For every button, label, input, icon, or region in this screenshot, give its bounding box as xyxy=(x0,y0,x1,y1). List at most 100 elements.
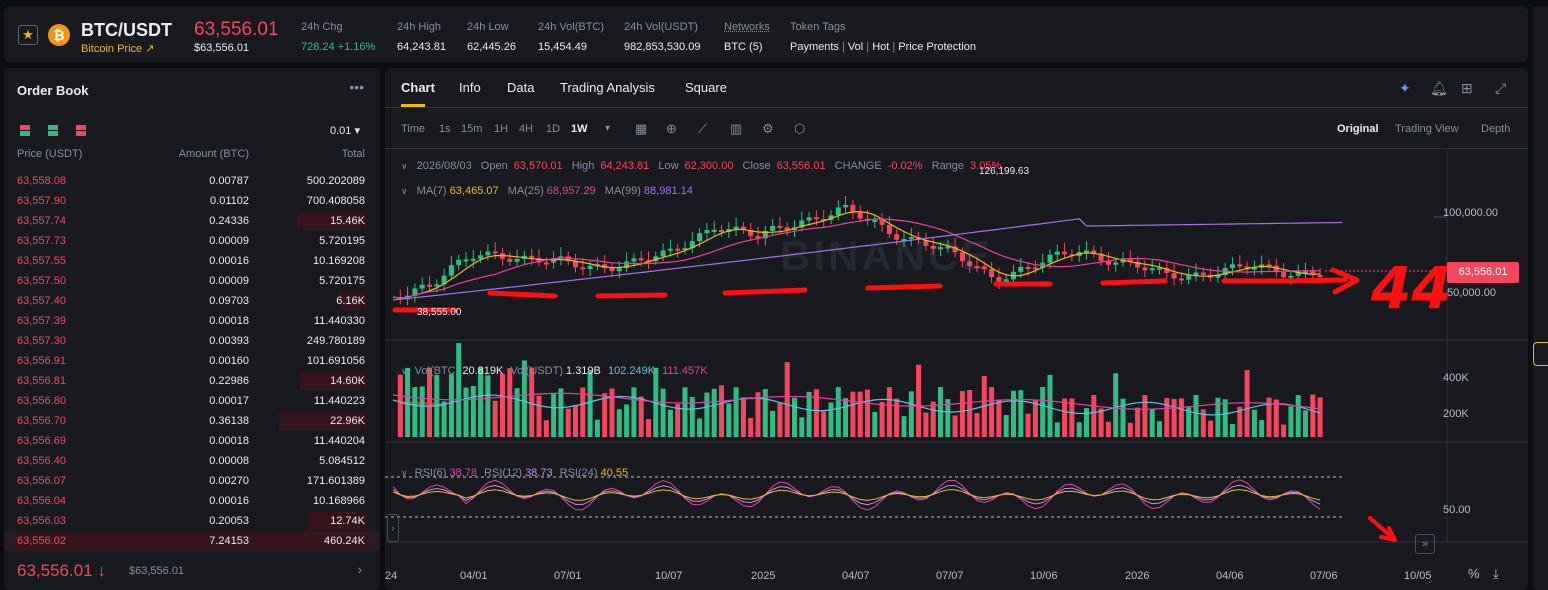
table-row[interactable]: 63,556.81 0.22986 14.60K xyxy=(4,371,380,391)
view-trading-view[interactable]: Trading View xyxy=(1395,123,1459,135)
table-row[interactable]: 63,557.50 0.00009 5.720175 xyxy=(4,271,380,291)
view-depth[interactable]: Depth xyxy=(1481,123,1511,135)
table-row[interactable]: 63,556.91 0.00160 101.691056 xyxy=(4,351,380,371)
cell-total: 22.96K xyxy=(330,415,365,427)
cell-amount: 0.00018 xyxy=(209,315,249,327)
table-row[interactable]: 63,557.55 0.00016 10.169208 xyxy=(4,251,380,271)
table-row[interactable]: 63,557.74 0.24336 15.46K xyxy=(4,211,380,231)
table-row[interactable]: 63,556.69 0.00018 11.440204 xyxy=(4,431,380,451)
table-row[interactable]: 63,556.40 0.00008 5.084512 xyxy=(4,451,380,471)
candle xyxy=(1018,266,1024,272)
candle xyxy=(675,248,681,251)
candle xyxy=(886,224,892,235)
volume-bar xyxy=(857,391,863,437)
low-label: Low xyxy=(658,160,679,172)
hexagon-tool-icon[interactable]: ⬡ xyxy=(794,121,806,136)
book-mode-bids-icon[interactable] xyxy=(48,125,58,136)
interval-1h[interactable]: 1H xyxy=(494,123,509,135)
tab-trading-analysis[interactable]: Trading Analysis xyxy=(560,80,655,95)
tab-chart[interactable]: Chart xyxy=(401,80,435,95)
table-row[interactable]: 63,556.02 7.24153 460.24K xyxy=(4,531,380,551)
cell-total: 101.691056 xyxy=(306,355,365,367)
candle xyxy=(653,256,659,261)
chevron-right-icon[interactable]: › xyxy=(357,562,362,577)
table-row[interactable]: 63,556.04 0.00016 10.168966 xyxy=(4,491,380,511)
candle xyxy=(967,261,973,267)
table-row[interactable]: 63,557.40 0.09703 6.16K xyxy=(4,291,380,311)
tag-vol[interactable]: Vol xyxy=(847,41,864,53)
chart-settings-icon[interactable]: ⚙ xyxy=(762,121,774,136)
collapse-caret-icon[interactable]: ∨ xyxy=(401,366,408,376)
order-book-last-price[interactable]: 63,556.01 ↓ xyxy=(17,561,106,581)
layout-grid-icon[interactable]: ⊞ xyxy=(1461,80,1473,96)
candle xyxy=(945,246,951,249)
tab-info[interactable]: Info xyxy=(459,80,481,95)
calendar-icon[interactable]: ▦ xyxy=(635,121,648,136)
cell-price: 63,556.81 xyxy=(17,375,66,387)
scroll-to-latest-button[interactable]: » xyxy=(1415,534,1435,554)
table-row[interactable]: 63,556.03 0.20053 12.74K xyxy=(4,511,380,531)
table-row[interactable]: 63,557.30 0.00393 249.780189 xyxy=(4,331,380,351)
table-row[interactable]: 63,556.80 0.00017 11.440223 xyxy=(4,391,380,411)
cell-total: 5.084512 xyxy=(319,455,365,467)
volume-ma-line xyxy=(392,394,1321,416)
rsi-axis-label: 50.00 xyxy=(1443,504,1471,516)
indicator-chart-icon[interactable]: ⟋ xyxy=(698,121,708,136)
interval-1d[interactable]: 1D xyxy=(546,123,561,135)
more-options-icon[interactable]: ••• xyxy=(349,79,364,95)
bitcoin-price-link[interactable]: Bitcoin Price ↗ xyxy=(81,43,155,55)
book-mode-asks-icon[interactable] xyxy=(76,125,86,136)
tab-square[interactable]: Square xyxy=(685,80,727,95)
favorite-star-icon[interactable]: ★ xyxy=(18,25,38,45)
interval-4h[interactable]: 4H xyxy=(519,123,534,135)
table-row[interactable]: 63,557.90 0.01102 700.408058 xyxy=(4,191,380,211)
tag-price-protection[interactable]: Price Protection xyxy=(898,41,976,53)
table-row[interactable]: 63,556.07 0.00270 171.601389 xyxy=(4,471,380,491)
ma25-label: MA(25) xyxy=(507,185,544,197)
volume-bar xyxy=(755,392,761,437)
table-row[interactable]: 63,557.39 0.00018 11.440330 xyxy=(4,311,380,331)
panel-marker[interactable] xyxy=(1533,342,1548,366)
pane-resize-handle[interactable]: › xyxy=(387,514,399,542)
tag-hot[interactable]: Hot xyxy=(872,41,890,53)
interval-1w[interactable]: 1W xyxy=(571,123,588,135)
view-original[interactable]: Original xyxy=(1337,123,1379,135)
tab-data[interactable]: Data xyxy=(507,80,535,95)
volume-bar xyxy=(565,408,571,437)
interval-time[interactable]: Time xyxy=(401,123,426,135)
volume-bar xyxy=(843,398,849,437)
ai-sparkle-icon[interactable]: ✦ xyxy=(1399,80,1411,96)
volume-bar xyxy=(1230,423,1235,437)
table-row[interactable]: 63,556.70 0.36138 22.96K xyxy=(4,411,380,431)
stat-label[interactable]: Networks xyxy=(724,21,770,33)
stat-value: 62,445.26 xyxy=(467,41,516,53)
cell-total: 500.202089 xyxy=(306,175,365,187)
candle xyxy=(543,262,549,265)
last-price: 63,556.01 xyxy=(194,19,279,40)
percent-scale-icon[interactable]: % xyxy=(1468,566,1480,581)
bell-icon[interactable]: 🔔︎ xyxy=(1430,80,1448,96)
book-mode-both-icon[interactable] xyxy=(20,125,30,136)
price-chart[interactable] xyxy=(385,150,1528,590)
volume-bar xyxy=(704,392,710,437)
handwritten-annotation: 44 xyxy=(1371,254,1452,322)
interval-more-icon[interactable]: ▾ xyxy=(605,123,611,134)
candle-type-icon[interactable]: ▥ xyxy=(730,121,743,136)
stat-networks[interactable]: Networks BTC (5) xyxy=(724,21,770,53)
interval-1s[interactable]: 1s xyxy=(439,123,451,135)
collapse-caret-icon[interactable]: ∨ xyxy=(401,161,408,171)
table-row[interactable]: 63,558.08 0.00787 500.202089 xyxy=(4,171,380,191)
volume-bar xyxy=(660,388,666,437)
fullscreen-icon[interactable]: ⤢ xyxy=(1495,80,1507,96)
volume-bar xyxy=(1251,409,1257,437)
table-row[interactable]: 63,557.73 0.00009 5.720195 xyxy=(4,231,380,251)
collapse-caret-icon[interactable]: ∨ xyxy=(401,186,408,196)
tag-payments[interactable]: Payments xyxy=(790,41,839,53)
collapse-caret-icon[interactable]: ∨ xyxy=(401,468,408,478)
precision-select[interactable]: 0.01 ▾ xyxy=(330,124,360,137)
add-indicator-icon[interactable]: ⊕ xyxy=(666,121,677,136)
auto-scale-icon[interactable]: ⤓ xyxy=(1493,566,1499,581)
interval-15m[interactable]: 15m xyxy=(461,123,483,135)
candle xyxy=(1105,260,1111,265)
volume-bar xyxy=(1186,407,1192,437)
